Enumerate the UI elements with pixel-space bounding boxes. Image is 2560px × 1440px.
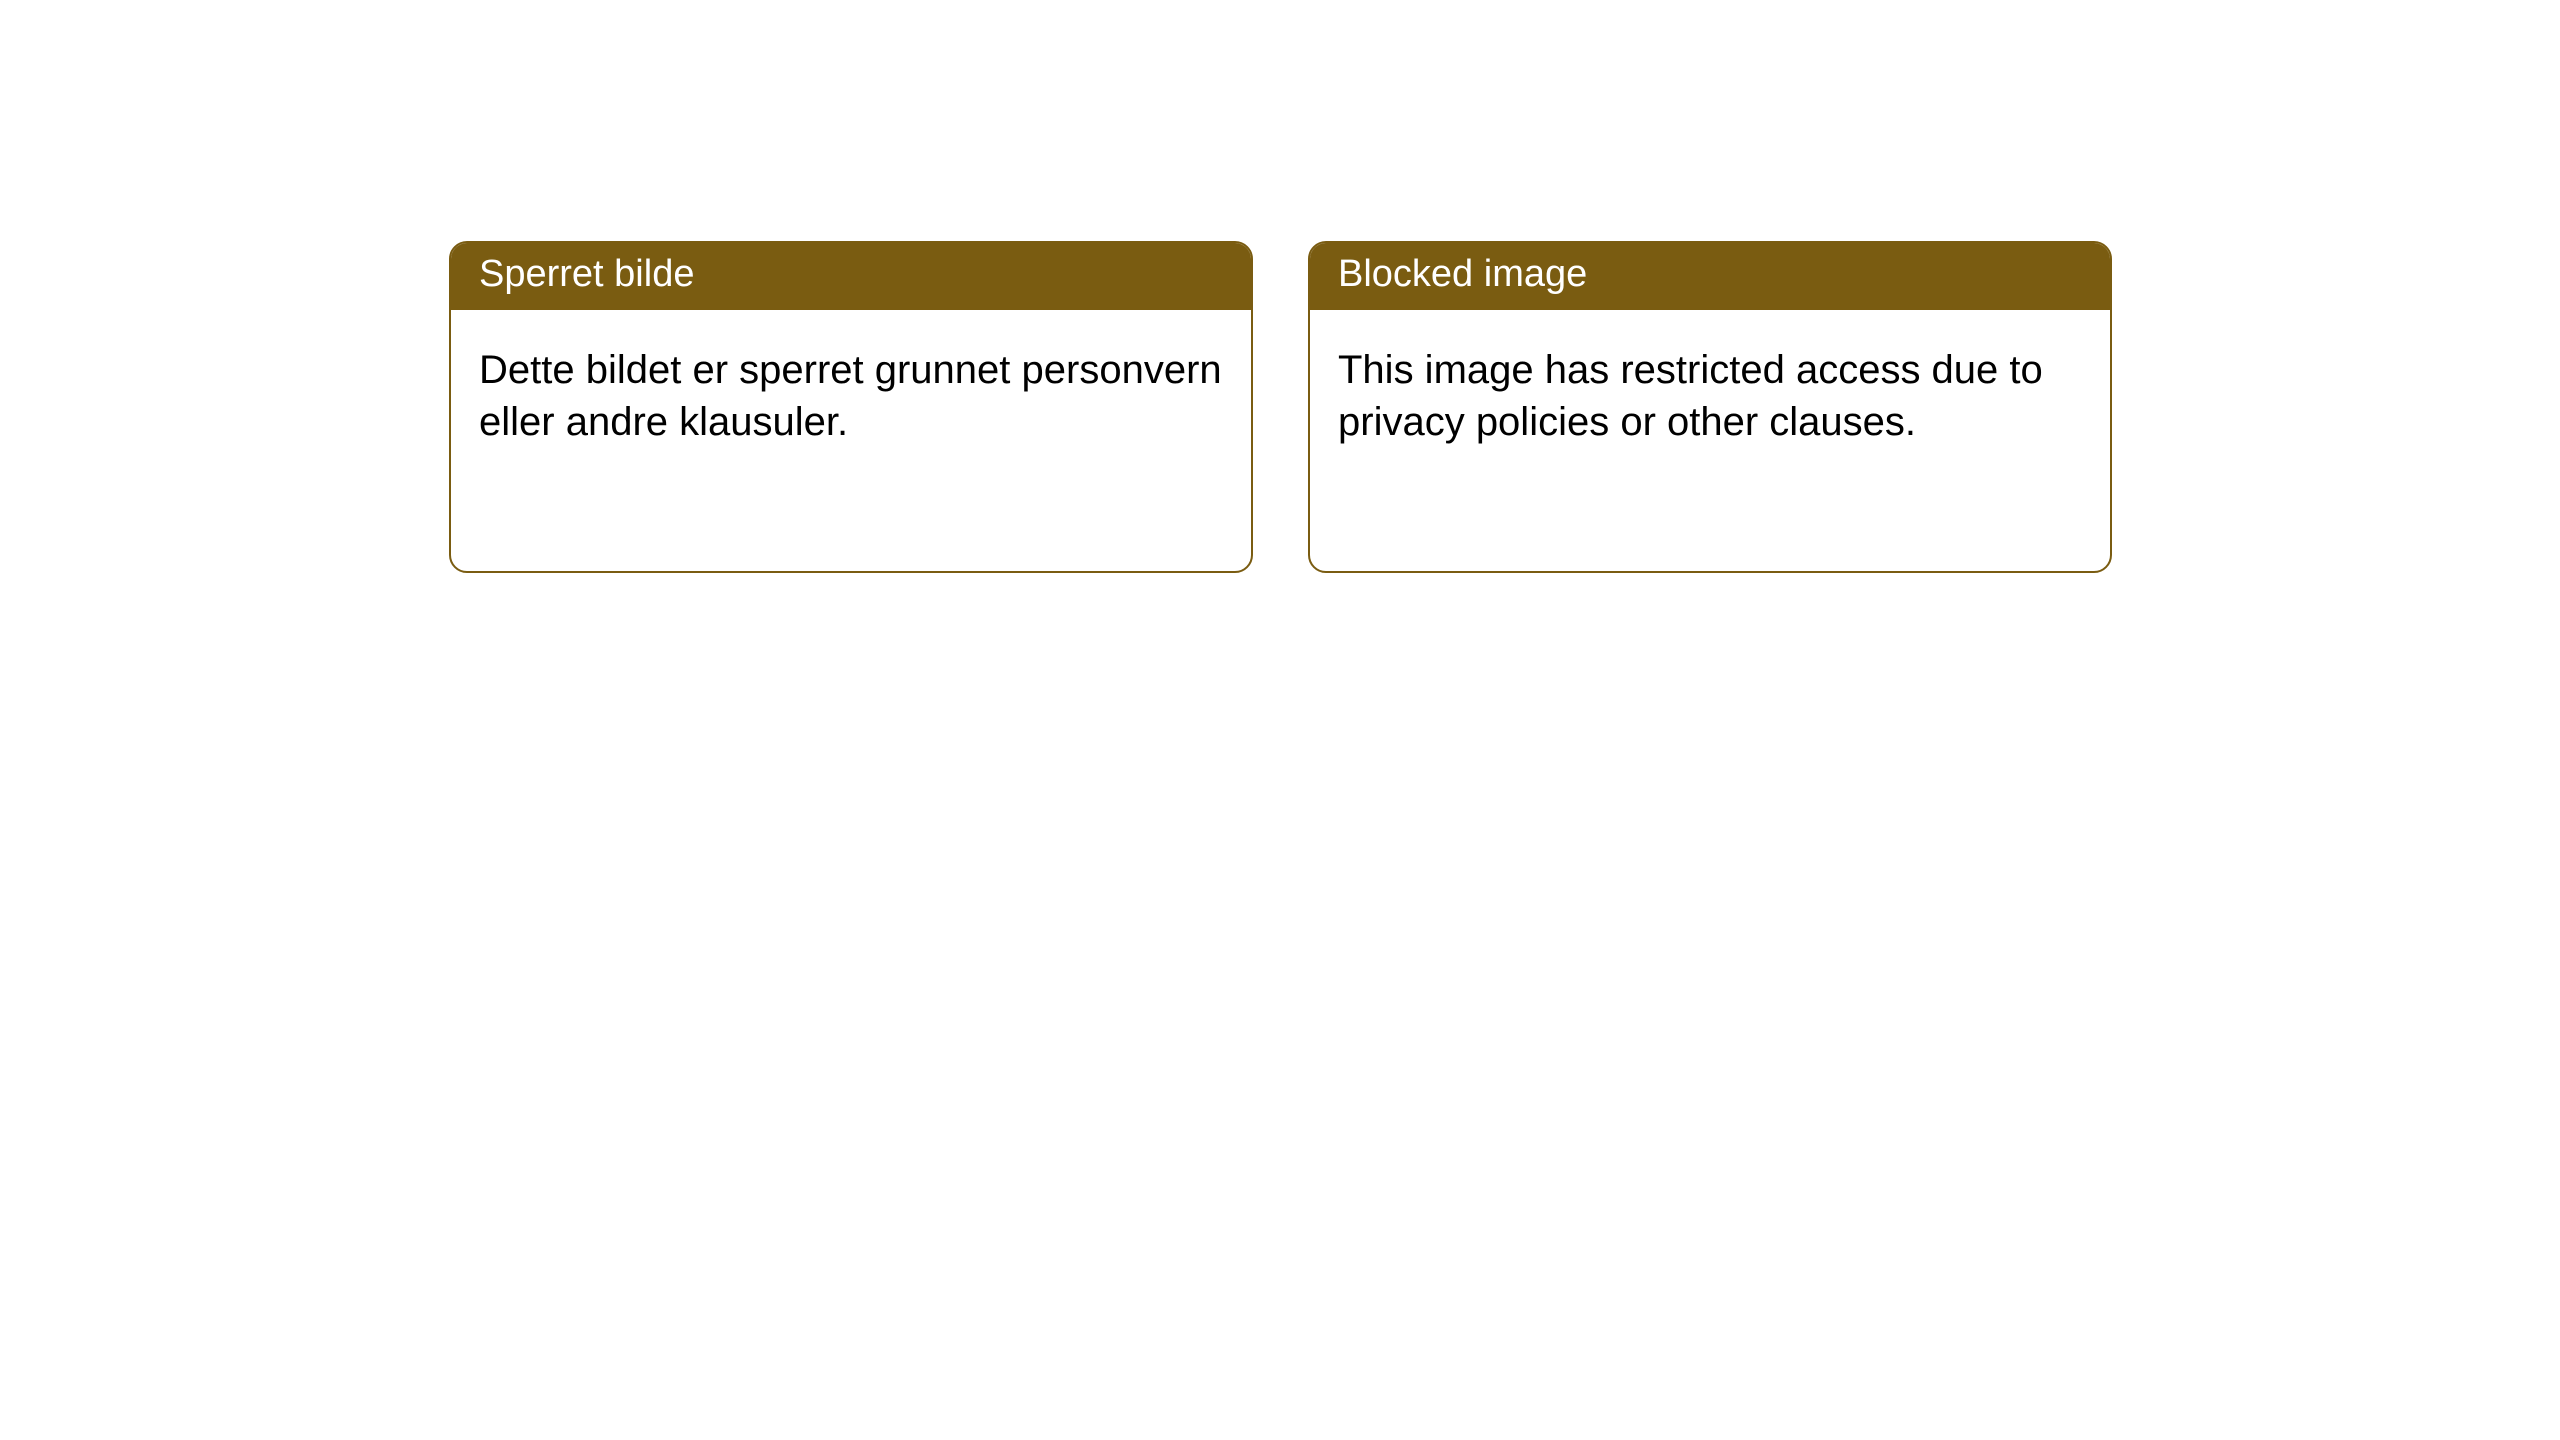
card-body: Dette bildet er sperret grunnet personve…: [451, 310, 1251, 482]
card-body: This image has restricted access due to …: [1310, 310, 2110, 482]
card-body-text: This image has restricted access due to …: [1338, 348, 2043, 444]
card-title: Blocked image: [1338, 253, 1587, 295]
card-body-text: Dette bildet er sperret grunnet personve…: [479, 348, 1222, 444]
card-header: Sperret bilde: [451, 243, 1251, 310]
card-header: Blocked image: [1310, 243, 2110, 310]
notice-card-english: Blocked image This image has restricted …: [1308, 241, 2112, 573]
card-title: Sperret bilde: [479, 253, 694, 295]
notice-cards-container: Sperret bilde Dette bildet er sperret gr…: [449, 241, 2112, 573]
notice-card-norwegian: Sperret bilde Dette bildet er sperret gr…: [449, 241, 1253, 573]
